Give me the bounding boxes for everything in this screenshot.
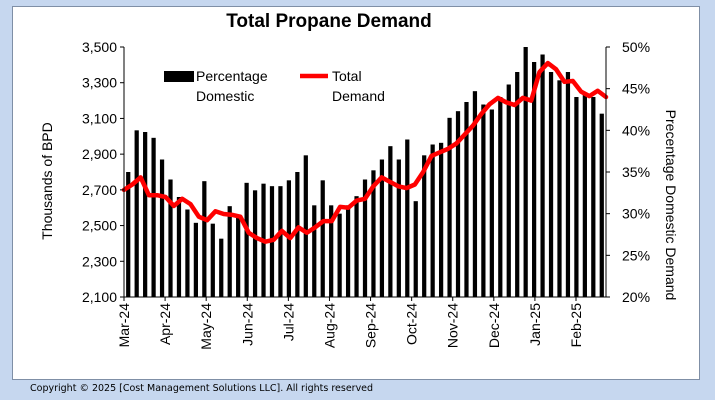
bar-26	[345, 205, 351, 297]
x-tick-label-10: Jan-25	[527, 303, 543, 346]
bar-30	[379, 159, 385, 297]
legend-bar-label-line1: Percentage	[196, 68, 268, 84]
bar-22	[312, 205, 317, 297]
bar-45	[506, 84, 511, 297]
x-tick-label-9: Dec-24	[486, 303, 502, 348]
x-tick-label-6: Sep-24	[363, 303, 379, 348]
bar-31	[388, 146, 393, 297]
bar-47	[523, 47, 528, 297]
bar-9	[202, 181, 207, 297]
x-tick-label-3: Jun-24	[239, 303, 255, 346]
x-tick-label-8: Nov-24	[445, 303, 461, 348]
right-tick-label-6: 50%	[622, 39, 650, 55]
bar-6	[176, 197, 182, 297]
bar-36	[430, 144, 435, 297]
bar-35	[422, 155, 427, 297]
bar-34	[413, 201, 418, 297]
bar-51	[557, 80, 562, 297]
left-tick-label-1: 2,300	[82, 253, 117, 269]
x-tick-label-11: Feb-25	[568, 303, 584, 348]
bar-14	[244, 182, 249, 297]
bar-39	[455, 111, 461, 297]
bar-29	[371, 170, 376, 297]
bar-7	[185, 209, 190, 297]
bar-44	[498, 97, 503, 297]
bar-series-percentage-domestic	[126, 47, 604, 297]
bar-3	[151, 137, 156, 297]
bar-21	[303, 155, 308, 297]
right-axis-ticks: 20% 25% 30% 35% 40% 45% 50%	[606, 39, 650, 305]
bar-4	[159, 159, 165, 297]
legend-line-label-line2: Demand	[332, 88, 385, 104]
bar-53	[574, 97, 579, 297]
right-tick-label-4: 40%	[622, 122, 650, 138]
legend-line-label-line1: Total	[332, 68, 362, 84]
bar-48	[532, 62, 537, 297]
bar-2	[143, 132, 148, 297]
legend-bar-swatch	[164, 71, 194, 82]
bar-0	[126, 172, 131, 297]
right-axis-title: Precentage Domestic Demand	[663, 110, 679, 301]
bar-18	[278, 186, 283, 297]
bar-37	[438, 142, 444, 297]
left-tick-label-0: 2,100	[82, 289, 117, 305]
bar-12	[227, 206, 232, 297]
bar-25	[337, 213, 342, 297]
bar-50	[548, 72, 554, 297]
bar-24	[329, 205, 334, 297]
left-tick-label-3: 2,700	[82, 182, 117, 198]
bar-54	[582, 94, 587, 297]
bar-20	[295, 172, 300, 297]
bar-33	[405, 139, 410, 297]
bar-38	[447, 117, 452, 297]
chart-title: Total Propane Demand	[226, 11, 432, 32]
bar-42	[481, 104, 486, 297]
bar-55	[591, 97, 596, 297]
right-tick-label-2: 30%	[622, 206, 650, 222]
bar-40	[464, 102, 469, 297]
bar-32	[396, 159, 401, 297]
left-tick-label-2: 2,500	[82, 218, 117, 234]
legend: Percentage Domestic Total Demand	[164, 68, 385, 104]
x-tick-label-1: Apr-24	[157, 303, 173, 345]
right-tick-label-5: 45%	[622, 81, 650, 97]
bar-46	[515, 72, 520, 297]
left-axis-title: Thousands of BPD	[39, 122, 55, 240]
left-axis-ticks: 2,100 2,300 2,500 2,700 2,900 3,100 3,300 3,500	[82, 39, 124, 305]
bar-43	[489, 109, 494, 297]
bar-10	[210, 223, 215, 297]
bar-52	[565, 72, 571, 297]
x-tick-label-0: Mar-24	[116, 303, 132, 348]
bar-5	[168, 179, 173, 297]
bar-49	[540, 54, 545, 297]
bar-1	[134, 130, 139, 297]
bar-56	[599, 113, 604, 297]
bar-11	[219, 238, 224, 297]
legend-bar-label-line2: Domestic	[196, 88, 254, 104]
left-tick-label-5: 3,100	[82, 110, 117, 126]
right-tick-label-3: 35%	[622, 164, 650, 180]
x-tick-label-5: Aug-24	[321, 303, 337, 348]
right-tick-label-1: 25%	[622, 247, 650, 263]
x-axis-ticks: Mar-24 Apr-24 May-24 Jun-24 Jul-24 Aug-24 Sep-…	[116, 297, 584, 350]
left-tick-label-6: 3,300	[82, 75, 117, 91]
bar-27	[354, 196, 359, 297]
bar-8	[193, 222, 198, 297]
total-demand-line	[121, 60, 609, 244]
bar-23	[320, 180, 325, 297]
bar-13	[236, 216, 241, 297]
x-tick-label-4: Jul-24	[280, 303, 296, 341]
line-series-total-demand	[121, 60, 609, 244]
x-tick-label-2: May-24	[198, 303, 214, 350]
bar-28	[362, 179, 368, 297]
left-tick-label-7: 3,500	[82, 39, 117, 55]
x-tick-label-7: Oct-24	[404, 303, 420, 345]
copyright-notice: Copyright © 2025 [Cost Management Soluti…	[30, 383, 373, 394]
bar-41	[472, 91, 478, 297]
left-tick-label-4: 2,900	[82, 146, 117, 162]
right-tick-label-0: 20%	[622, 289, 650, 305]
bar-15	[252, 190, 258, 297]
